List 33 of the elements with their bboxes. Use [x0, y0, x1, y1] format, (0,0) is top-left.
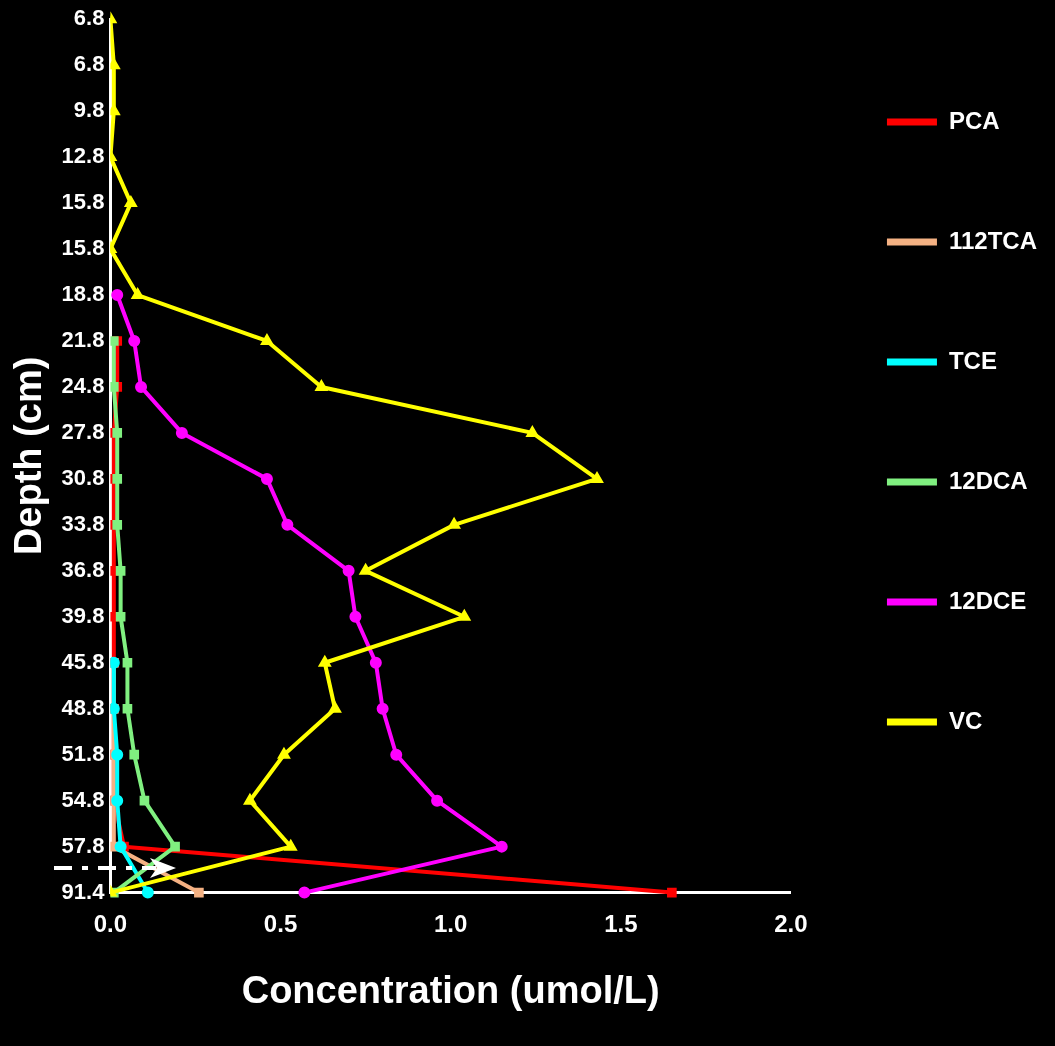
x-tick-label: 0.5: [263, 909, 298, 937]
y-tick-label: 51.8: [61, 740, 105, 766]
y-tick-label: 21.8: [61, 327, 105, 353]
y-tick-label: 24.8: [61, 373, 105, 399]
y-tick-label: 18.8: [61, 281, 105, 307]
legend-label: 12DCA: [948, 466, 1028, 494]
legend-label: VC: [948, 706, 983, 734]
y-tick-label: 54.8: [61, 786, 105, 812]
y-tick-label: 36.8: [61, 556, 105, 582]
y-tick-label: 39.8: [61, 602, 105, 628]
y-tick-label: 6.8: [73, 51, 105, 77]
legend-label: 12DCE: [948, 586, 1027, 614]
y-tick-label: 15.8: [61, 189, 105, 215]
x-tick-label: 1.5: [604, 909, 638, 937]
legend-label: 112TCA: [948, 226, 1037, 254]
legend-label: TCE: [948, 346, 997, 374]
y-tick-label: 6.8: [73, 5, 105, 31]
legend-label: PCA: [948, 106, 1000, 134]
y-tick-label: 30.8: [61, 464, 105, 490]
y-tick-label: 57.8: [61, 832, 105, 858]
y-tick-label: 48.8: [61, 694, 105, 720]
x-tick-label: 2.0: [774, 909, 808, 937]
x-tick-label: 0.0: [93, 909, 128, 937]
y-tick-label: 12.8: [61, 143, 105, 169]
y-tick-label: 9.8: [73, 97, 105, 123]
y-tick-label: 91.4: [61, 878, 106, 904]
y-tick-label: 15.8: [61, 235, 105, 261]
y-axis-title: Depth (cm): [7, 356, 50, 556]
y-tick-label: 33.8: [61, 510, 105, 536]
x-tick-label: 1.0: [434, 909, 468, 937]
x-axis-title: Concentration (umol/L): [241, 968, 660, 1011]
y-tick-label: 45.8: [61, 648, 105, 674]
y-tick-label: 27.8: [61, 418, 105, 444]
